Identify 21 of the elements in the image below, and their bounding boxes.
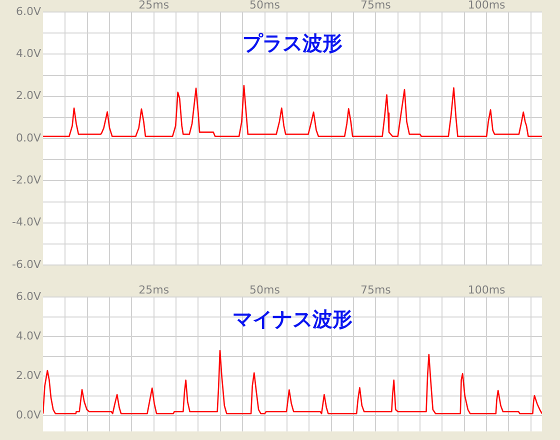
x-tick-label: 75ms — [360, 0, 392, 12]
y-tick-label: 2.0V — [16, 89, 42, 102]
y-tick-label: 6.0V — [16, 4, 42, 18]
y-tick-label: -2.0V — [12, 174, 42, 187]
x-tick-label: 25ms — [138, 283, 170, 296]
y-tick-label: -6.0V — [12, 258, 42, 271]
y-tick-label: 2.0V — [16, 368, 42, 382]
text: マイナス波形 — [232, 307, 352, 332]
y-tick-label: -4.0V — [12, 216, 42, 229]
x-tick-label: 75ms — [360, 283, 392, 296]
y-tick-label: 4.0V — [16, 47, 42, 60]
x-tick-label: 25ms — [138, 0, 170, 12]
y-tick-label: 6.0V — [16, 290, 42, 303]
y-tick-label: 4.0V — [16, 329, 42, 342]
x-tick-label: 100ms — [468, 283, 506, 296]
y-tick-label: 0.0V — [16, 131, 42, 144]
text: プラス波形 — [242, 31, 342, 56]
y-tick-label: 0.0V — [16, 408, 42, 422]
x-tick-label: 100ms — [468, 0, 506, 12]
x-tick-label: 50ms — [250, 0, 280, 12]
x-tick-label: 50ms — [250, 283, 280, 296]
